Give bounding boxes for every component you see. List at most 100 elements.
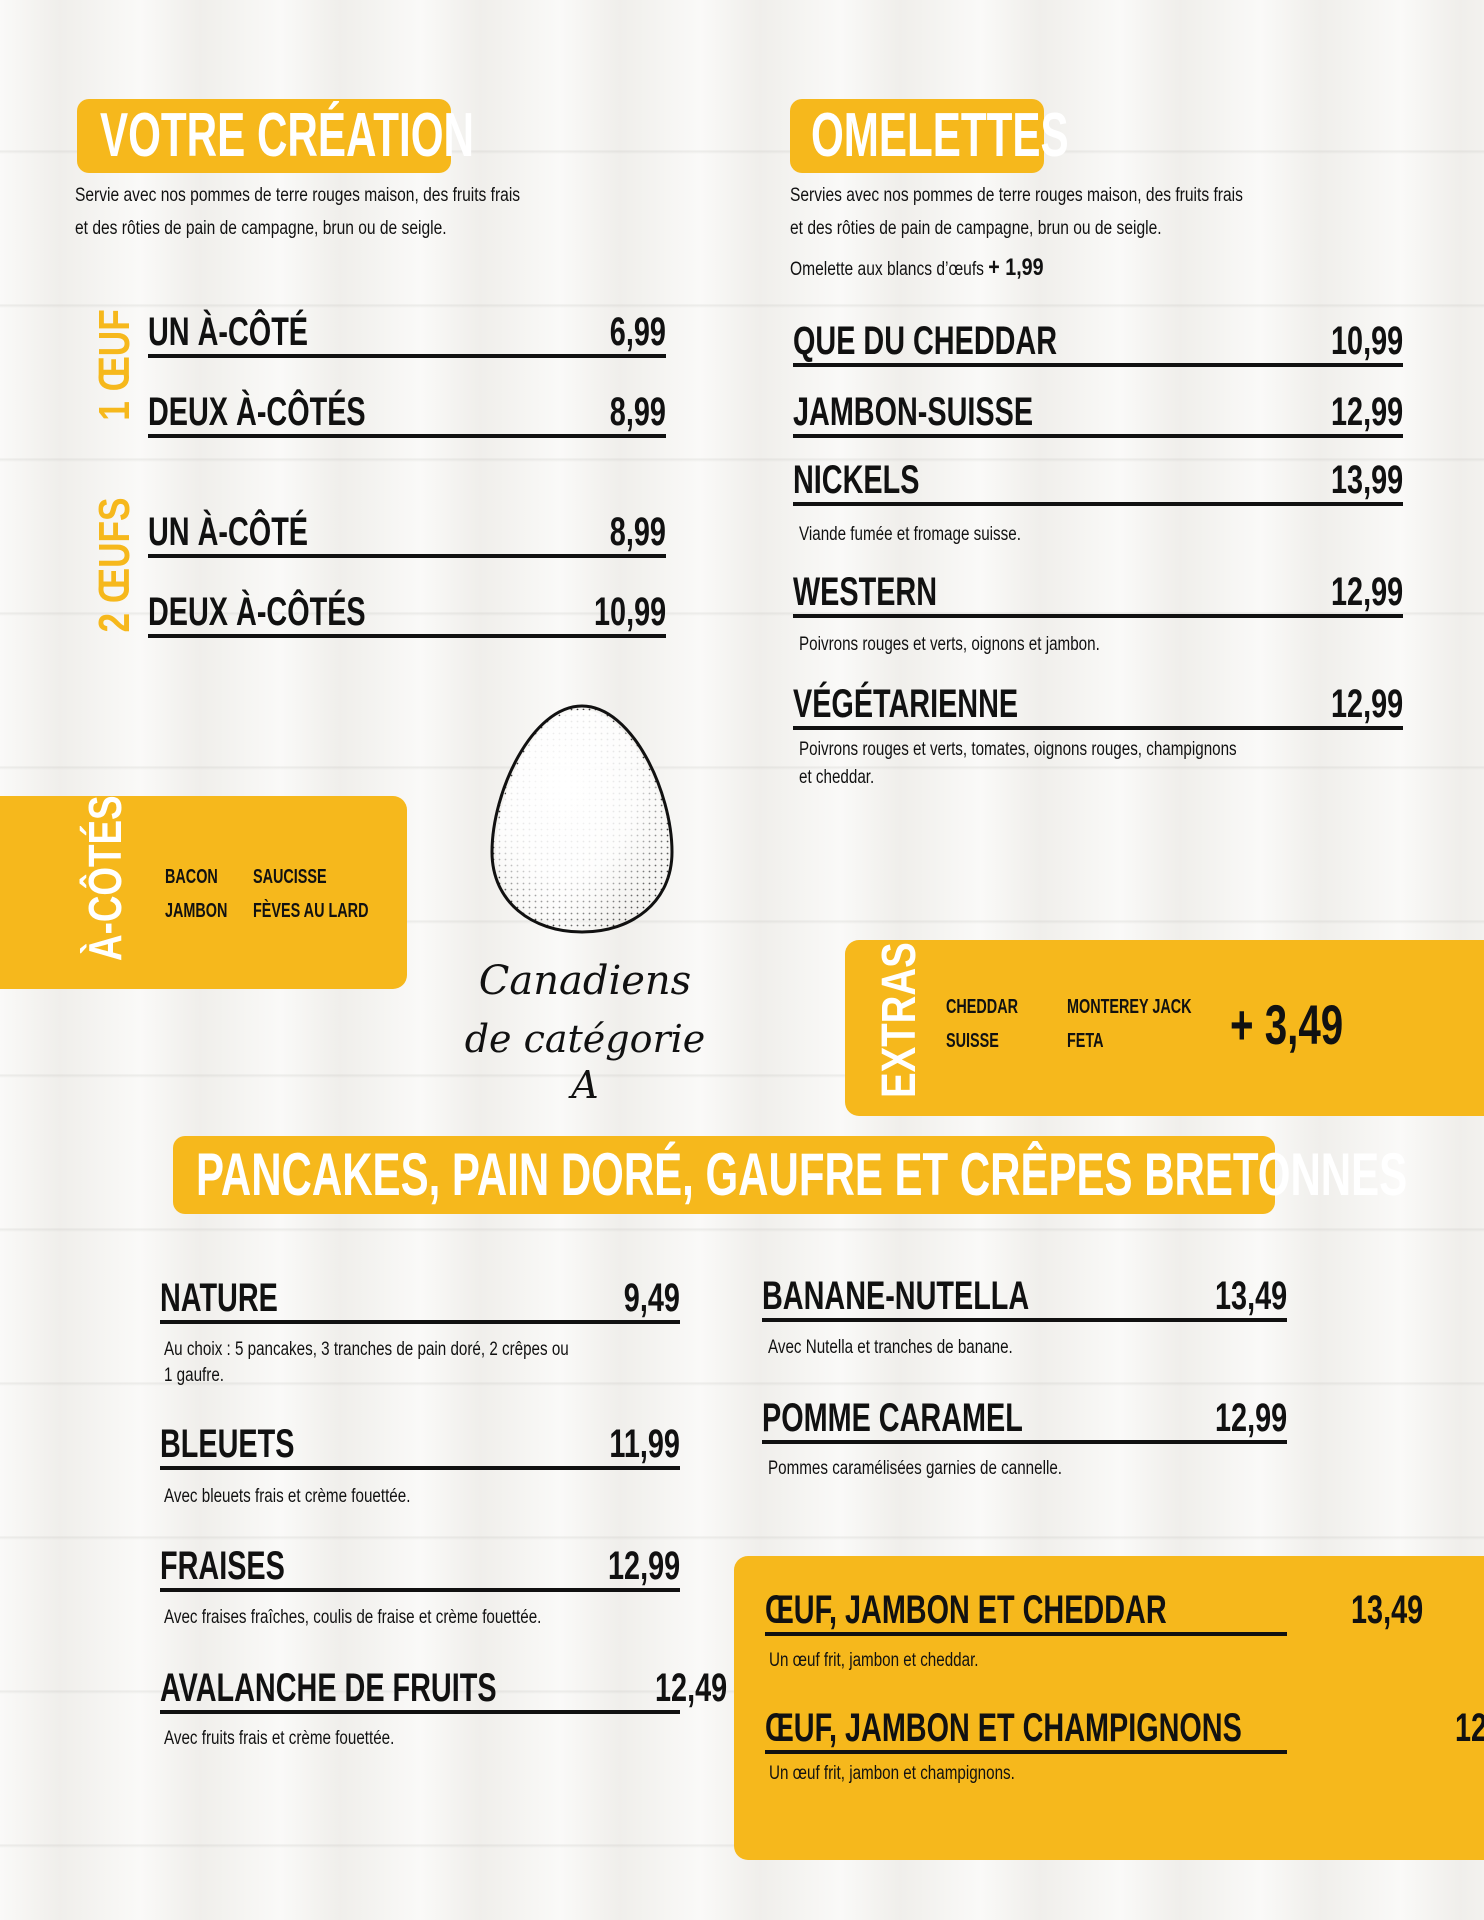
menu-item: DEUX À-CÔTÉS 8,99 <box>148 376 666 438</box>
item-price: 8,99 <box>609 390 666 434</box>
item-desc: Pommes caramélisées garnies de cannelle. <box>768 1458 1063 1479</box>
group-label-1-egg: 1 ŒUF <box>90 309 139 421</box>
side-item: JAMBON <box>165 900 228 922</box>
item-name: ŒUF, JAMBON ET CHEDDAR <box>765 1588 1167 1632</box>
item-price: 9,49 <box>623 1276 680 1320</box>
menu-item: NICKELS 13,99 <box>793 452 1403 506</box>
egg-illustration <box>490 704 674 934</box>
sides-col-1: BACON JAMBON <box>165 860 227 928</box>
item-name: UN À-CÔTÉ <box>148 310 308 354</box>
egg-whites-price: + 1,99 <box>988 254 1044 281</box>
item-desc: Poivrons rouges et verts, tomates, oigno… <box>799 739 1237 760</box>
item-price: 12,99 <box>1330 390 1403 434</box>
menu-item: JAMBON-SUISSE 12,99 <box>793 384 1403 438</box>
extras-col-1: CHEDDAR SUISSE <box>946 990 1018 1058</box>
sides-col-2: SAUCISSE FÈVES AU LARD <box>253 860 368 928</box>
item-name: VÉGÉTARIENNE <box>793 682 1019 726</box>
menu-item: ŒUF, JAMBON ET CHAMPIGNONS 12,99 <box>765 1698 1484 1754</box>
item-price: 12,99 <box>1455 1706 1484 1750</box>
pancakes-title: PANCAKES, PAIN DORÉ, GAUFRE ET CRÊPES BR… <box>196 1141 1408 1208</box>
item-price: 12,99 <box>1330 570 1403 614</box>
item-name: WESTERN <box>793 570 937 614</box>
item-name: UN À-CÔTÉ <box>148 510 308 554</box>
side-item: SAUCISSE <box>253 866 327 888</box>
extra-item: MONTEREY JACK <box>1067 996 1192 1018</box>
item-price: 12,99 <box>1214 1396 1287 1440</box>
item-price: 12,99 <box>1330 682 1403 726</box>
menu-item: VÉGÉTARIENNE 12,99 <box>793 676 1403 730</box>
omelettes-title: OMELETTES <box>811 101 1069 170</box>
side-item: BACON <box>165 866 218 888</box>
item-name: BLEUETS <box>160 1422 295 1466</box>
item-price: 12,99 <box>607 1544 680 1588</box>
pancakes-banner <box>173 1136 1275 1214</box>
item-price: 6,99 <box>609 310 666 354</box>
item-name: NICKELS <box>793 458 920 502</box>
item-desc-2: et cheddar. <box>799 767 875 788</box>
savory-box <box>734 1556 1484 1860</box>
item-name: FRAISES <box>160 1544 285 1588</box>
egg-caption-2: de catégorie A <box>464 1017 706 1107</box>
extras-box <box>845 940 1484 1116</box>
extras-price: + 3,49 <box>1230 993 1344 1056</box>
omelettes-banner <box>790 99 1044 173</box>
item-name: ŒUF, JAMBON ET CHAMPIGNONS <box>765 1706 1242 1750</box>
sides-box <box>0 796 407 989</box>
menu-item: AVALANCHE DE FRUITS 12,49 <box>160 1656 728 1714</box>
item-price: 13,49 <box>1350 1588 1423 1632</box>
menu-item: WESTERN 12,99 <box>793 564 1403 618</box>
item-price: 10,99 <box>593 590 666 634</box>
side-item: FÈVES AU LARD <box>253 900 369 922</box>
egg-caption-1: Canadiens <box>478 958 692 1004</box>
item-name: POMME CARAMEL <box>762 1396 1023 1440</box>
item-name: NATURE <box>160 1276 278 1320</box>
menu-item: FRAISES 12,99 <box>160 1534 680 1592</box>
creation-desc-2: et des rôties de pain de campagne, brun … <box>75 218 447 239</box>
menu-item: ŒUF, JAMBON ET CHEDDAR 13,49 <box>765 1580 1423 1636</box>
extra-item: FETA <box>1067 1030 1104 1052</box>
extra-item: SUISSE <box>946 1030 999 1052</box>
group-label-2-eggs: 2 ŒUFS <box>90 497 139 633</box>
creation-banner <box>77 99 451 173</box>
extras-col-2: MONTEREY JACK FETA <box>1067 990 1192 1058</box>
egg-whites-label: Omelette aux blancs d’œufs <box>790 259 984 280</box>
menu-item: UN À-CÔTÉ 8,99 <box>148 496 666 558</box>
item-desc: Au choix : 5 pancakes, 3 tranches de pai… <box>164 1339 569 1360</box>
menu-item: BLEUETS 11,99 <box>160 1412 680 1470</box>
item-desc: Avec fruits frais et crème fouettée. <box>164 1728 395 1749</box>
menu-item: BANANE-NUTELLA 13,49 <box>762 1264 1287 1322</box>
item-name: DEUX À-CÔTÉS <box>148 590 366 634</box>
menu-item: NATURE 9,49 <box>160 1266 680 1324</box>
creation-title: VOTRE CRÉATION <box>100 101 474 170</box>
egg-whites-option: Omelette aux blancs d’œufs + 1,99 <box>790 253 1044 285</box>
menu-item: UN À-CÔTÉ 6,99 <box>148 296 666 358</box>
item-desc: Un œuf frit, jambon et champignons. <box>769 1763 1015 1784</box>
item-name: AVALANCHE DE FRUITS <box>160 1666 497 1710</box>
omelettes-desc-1: Servies avec nos pommes de terre rouges … <box>790 185 1243 206</box>
item-name: DEUX À-CÔTÉS <box>148 390 366 434</box>
extras-title: EXTRAS <box>873 942 926 1098</box>
sides-title: À-CÔTÉS <box>79 795 131 961</box>
item-price: 10,99 <box>1330 319 1403 363</box>
omelettes-desc-2: et des rôties de pain de campagne, brun … <box>790 218 1162 239</box>
item-desc-2: 1 gaufre. <box>164 1365 224 1386</box>
menu-item: POMME CARAMEL 12,99 <box>762 1386 1287 1444</box>
item-name: JAMBON-SUISSE <box>793 390 1034 434</box>
menu-item: DEUX À-CÔTÉS 10,99 <box>148 576 666 638</box>
item-name: QUE DU CHEDDAR <box>793 319 1058 363</box>
item-price: 13,99 <box>1330 458 1403 502</box>
item-price: 11,99 <box>609 1422 680 1466</box>
item-name: BANANE-NUTELLA <box>762 1274 1030 1318</box>
item-price: 8,99 <box>609 510 666 554</box>
item-price: 13,49 <box>1214 1274 1287 1318</box>
menu-item: QUE DU CHEDDAR 10,99 <box>793 305 1403 367</box>
item-price: 12,49 <box>655 1666 728 1710</box>
extra-item: CHEDDAR <box>946 996 1018 1018</box>
item-desc: Un œuf frit, jambon et cheddar. <box>769 1650 979 1671</box>
item-desc: Poivrons rouges et verts, oignons et jam… <box>799 634 1100 655</box>
creation-desc-1: Servie avec nos pommes de terre rouges m… <box>75 185 521 206</box>
item-desc: Avec bleuets frais et crème fouettée. <box>164 1486 411 1507</box>
item-desc: Avec Nutella et tranches de banane. <box>768 1337 1013 1358</box>
item-desc: Viande fumée et fromage suisse. <box>799 524 1021 545</box>
item-desc: Avec fraises fraîches, coulis de fraise … <box>164 1607 542 1628</box>
